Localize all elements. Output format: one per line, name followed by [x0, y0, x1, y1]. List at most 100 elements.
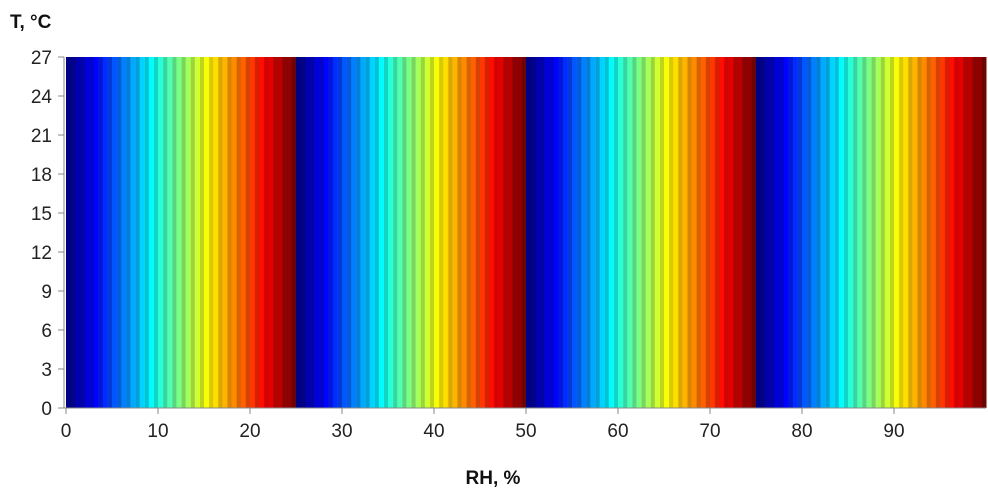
heatmap-cell [457, 57, 463, 408]
heatmap-cell [677, 57, 683, 408]
heatmap-cell [544, 57, 550, 408]
heatmap-cell [406, 57, 412, 408]
heatmap-cell [282, 57, 288, 408]
heatmap-cell [254, 57, 260, 408]
heatmap-cell [944, 57, 950, 408]
heatmap-cell [526, 57, 532, 408]
heatmap-cell [489, 57, 495, 408]
y-axis: 0 3 6 9 12 15 18 21 24 27 [31, 48, 64, 420]
heatmap-cell [383, 57, 389, 408]
heatmap-cell [553, 57, 559, 408]
heatmap-cell [503, 57, 509, 408]
heatmap-cell [447, 57, 453, 408]
heatmap-cell [424, 57, 430, 408]
heatmap-cell [291, 57, 297, 408]
heatmap-cell [79, 57, 85, 408]
heatmap-cell [516, 57, 522, 408]
heatmap-cell [595, 57, 601, 408]
heatmap-cell [687, 57, 693, 408]
heatmap-cell [181, 57, 187, 408]
heatmap-cell [342, 57, 348, 408]
y-axis-title: T, °C [10, 12, 52, 33]
heatmap-cell [89, 57, 95, 408]
heatmap-cell [668, 57, 674, 408]
heatmap-cell [144, 57, 150, 408]
heatmap-cell [889, 57, 895, 408]
heatmap-cell [323, 57, 329, 408]
heatmap-cell [250, 57, 256, 408]
heatmap-cell [797, 57, 803, 408]
heatmap-cell [723, 57, 729, 408]
heatmap-cell [236, 57, 242, 408]
heatmap-cell [70, 57, 76, 408]
heatmap-cell [926, 57, 932, 408]
heatmap-cell [466, 57, 472, 408]
heatmap-cell [337, 57, 343, 408]
heatmap-cell [296, 57, 302, 408]
heatmap-cell [259, 57, 265, 408]
heatmap-cell [972, 57, 978, 408]
heatmap-cell [305, 57, 311, 408]
heatmap-cell [378, 57, 384, 408]
heatmap-cell [981, 57, 987, 408]
heatmap-cell [443, 57, 449, 408]
heatmap-cell [263, 57, 269, 408]
heatmap-cell [714, 57, 720, 408]
heatmap-cell [953, 57, 959, 408]
heatmap-cell [843, 57, 849, 408]
x-tick-label: 30 [331, 421, 352, 442]
heatmap-cell [328, 57, 334, 408]
heatmap-cell [949, 57, 955, 408]
heatmap-cell [162, 57, 168, 408]
heatmap-cell [125, 57, 131, 408]
heatmap-cell [779, 57, 785, 408]
heatmap-cell [558, 57, 564, 408]
heatmap-cell [549, 57, 555, 408]
heatmap-cell [107, 57, 113, 408]
heatmap-cell [227, 57, 233, 408]
heatmap-cell [438, 57, 444, 408]
x-tick-label: 80 [791, 421, 812, 442]
heatmap-cell [116, 57, 122, 408]
heatmap-cell [710, 57, 716, 408]
heatmap-cell [820, 57, 826, 408]
heatmap-cell [719, 57, 725, 408]
heatmap-cell [535, 57, 541, 408]
heatmap-cell [728, 57, 734, 408]
heatmap-cell [774, 57, 780, 408]
heatmap-cell [208, 57, 214, 408]
heatmap-cell [277, 57, 283, 408]
heatmap-cell [912, 57, 918, 408]
heatmap-cell [811, 57, 817, 408]
heatmap-cell [641, 57, 647, 408]
x-axis: 0 10 20 30 40 50 60 70 80 90 [61, 408, 905, 442]
heatmap-cell [760, 57, 766, 408]
heatmap-cell [93, 57, 99, 408]
heatmap-cell [921, 57, 927, 408]
heatmap-cell [369, 57, 375, 408]
heatmap-cell [470, 57, 476, 408]
y-tick-label: 3 [41, 360, 52, 381]
heatmap-cell [848, 57, 854, 408]
heatmap-cell [585, 57, 591, 408]
heatmap-cell [829, 57, 835, 408]
heatmap-cell [401, 57, 407, 408]
heatmap-cell [498, 57, 504, 408]
heatmap-cell [355, 57, 361, 408]
heatmap-cell [153, 57, 159, 408]
heatmap-cell [976, 57, 982, 408]
heatmap-cell [475, 57, 481, 408]
heatmap-cell [705, 57, 711, 408]
heatmap-cell [176, 57, 182, 408]
heatmap-cell [314, 57, 320, 408]
heatmap-cell [84, 57, 90, 408]
heatmap-cell [130, 57, 136, 408]
heatmap-cell [802, 57, 808, 408]
y-tick-label: 0 [41, 399, 52, 420]
heatmap-cell [484, 57, 490, 408]
heatmap-cell [392, 57, 398, 408]
heatmap-cell [861, 57, 867, 408]
heatmap-cell [286, 57, 292, 408]
heatmap-cell [880, 57, 886, 408]
